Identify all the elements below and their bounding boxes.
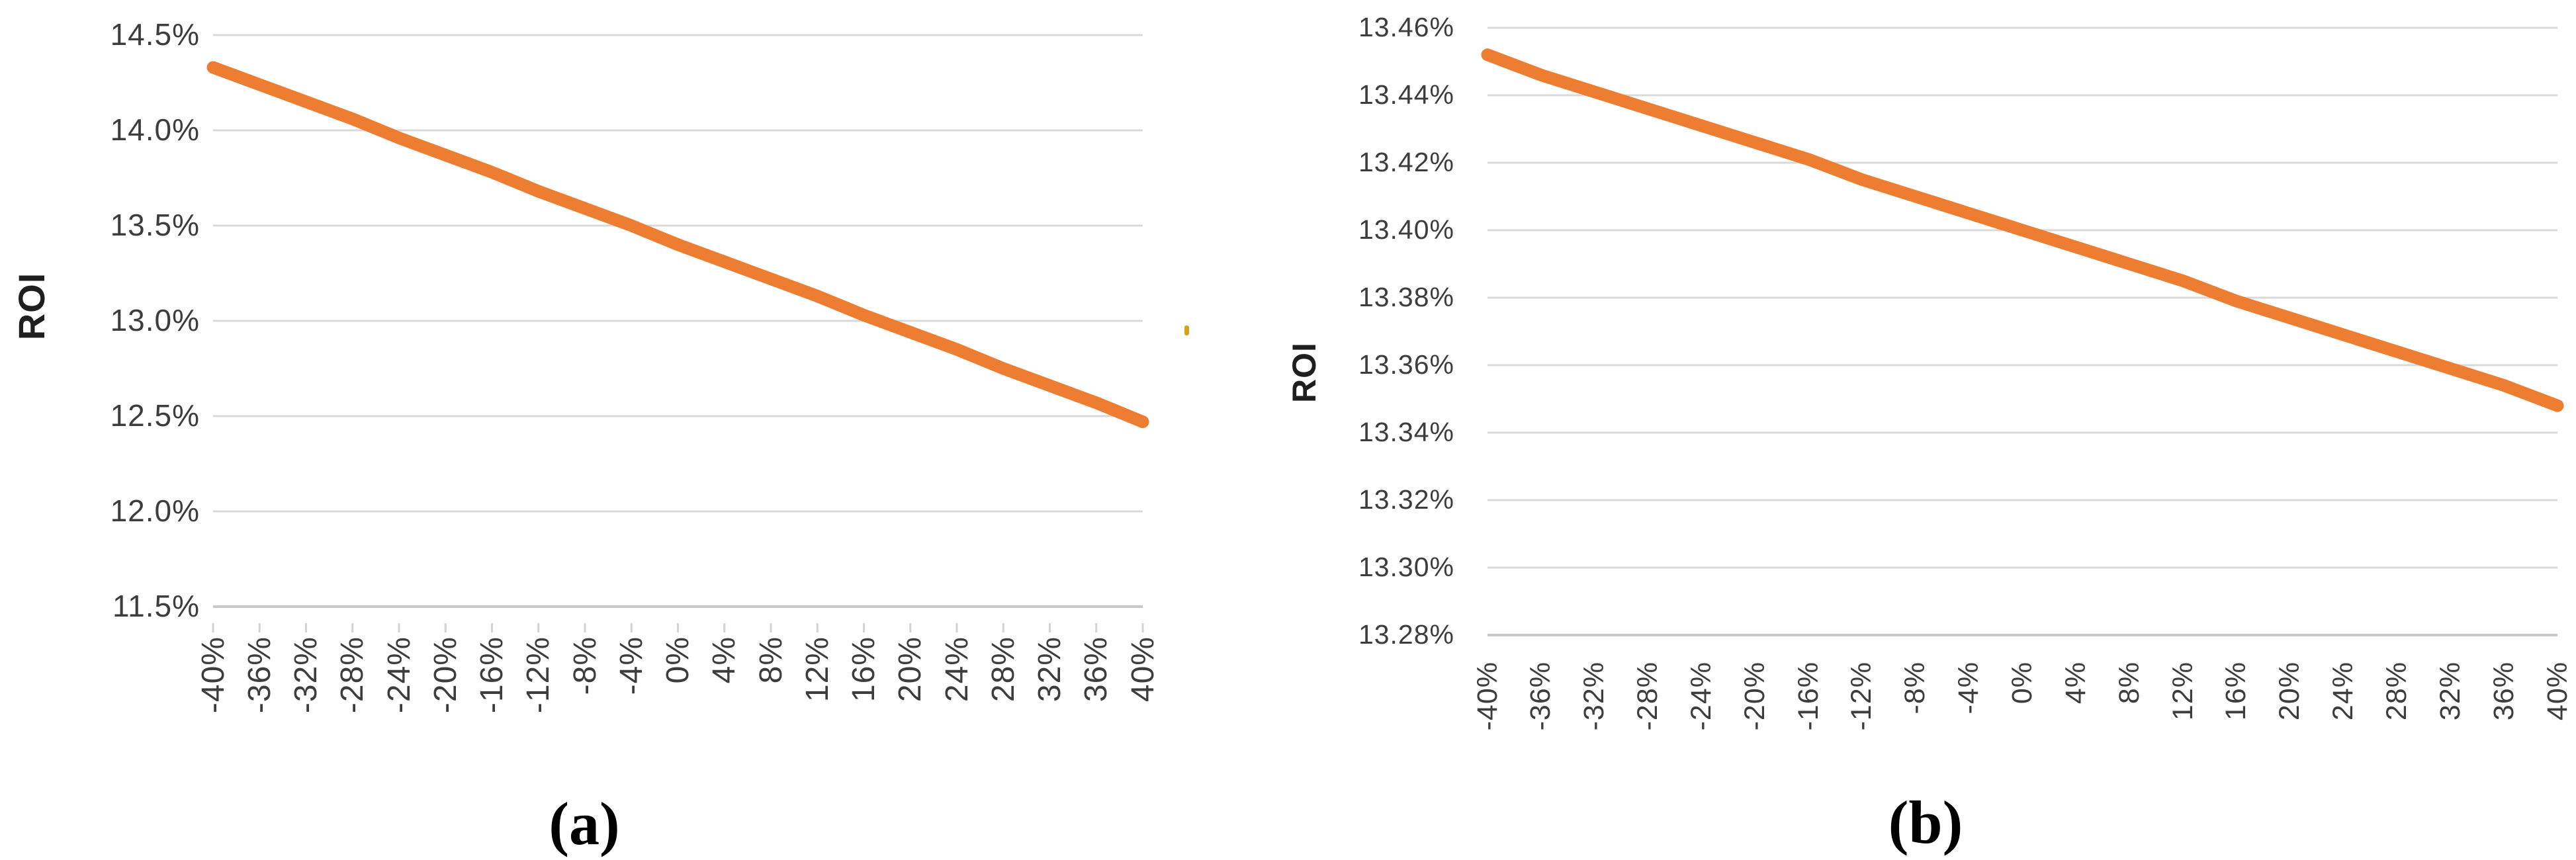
subfigure-caption-a: (a) [549, 790, 620, 857]
x-tick-label: 4% [707, 636, 742, 684]
y-tick-label: 11.5% [112, 589, 200, 623]
x-tick-label: 0% [2006, 662, 2038, 705]
x-tick-label: -40% [196, 636, 231, 714]
x-tick-label: 40% [2542, 662, 2573, 721]
x-tick-label: 32% [2434, 662, 2466, 721]
x-tick-label: -24% [382, 636, 417, 714]
x-tick-label: -16% [1793, 662, 1824, 731]
x-tick-label: 8% [754, 636, 789, 684]
y-tick-label: 13.28% [1358, 619, 1454, 650]
stray-legend-mark [1184, 325, 1189, 335]
x-tick-label: -16% [474, 636, 510, 714]
y-tick-label: 13.42% [1358, 147, 1454, 177]
x-tick-label: 16% [2220, 662, 2252, 721]
x-tick-label: 24% [940, 636, 975, 703]
x-tick-label: -36% [1525, 662, 1556, 731]
x-tick-label: 40% [1126, 636, 1161, 703]
y-tick-label: 12.5% [110, 398, 200, 433]
y-axis-title-chart-b: ROI [1286, 342, 1323, 403]
x-tick-label: -12% [521, 636, 556, 714]
x-tick-label: 0% [660, 636, 695, 684]
x-tick-label: -8% [1899, 662, 1931, 714]
y-tick-label: 13.32% [1358, 484, 1454, 515]
x-tick-label: -32% [1578, 662, 1610, 731]
x-tick-label: 28% [2381, 662, 2413, 721]
y-tick-label: 12.0% [110, 494, 200, 528]
x-tick-label: -8% [568, 636, 603, 695]
x-tick-label: 28% [986, 636, 1021, 703]
x-tick-label: 24% [2327, 662, 2359, 721]
x-tick-label: -12% [1845, 662, 1877, 731]
roi-trend-line [1481, 48, 2564, 412]
y-tick-label: 13.5% [110, 208, 200, 242]
x-tick-label: 12% [2167, 662, 2199, 721]
x-tick-label: 32% [1032, 636, 1067, 703]
x-tick-label: -32% [289, 636, 324, 714]
y-tick-label: 13.40% [1358, 214, 1454, 245]
y-tick-label: 14.0% [110, 112, 200, 147]
y-tick-label: 14.5% [110, 17, 200, 52]
y-tick-label: 13.46% [1358, 12, 1454, 42]
x-tick-label: -20% [428, 636, 463, 714]
x-tick-label: 16% [846, 636, 881, 703]
x-tick-label: -24% [1685, 662, 1717, 731]
x-tick-label: 8% [2113, 662, 2145, 705]
y-tick-label: 13.44% [1358, 79, 1454, 110]
x-tick-label: 20% [2274, 662, 2305, 721]
y-tick-label: 13.30% [1358, 552, 1454, 582]
roi-trend-line [206, 61, 1149, 429]
x-tick-label: -40% [1472, 662, 1503, 731]
y-axis-title-chart-a: ROI [10, 272, 52, 341]
x-tick-label: 36% [1079, 636, 1114, 703]
x-tick-label: -4% [1953, 662, 1984, 714]
x-tick-label: -20% [1739, 662, 1771, 731]
x-tick-label: 36% [2488, 662, 2520, 721]
y-tick-label: 13.34% [1358, 417, 1454, 447]
x-tick-label: 4% [2060, 662, 2092, 705]
x-tick-label: -36% [242, 636, 277, 714]
x-tick-label: -28% [1632, 662, 1664, 731]
x-tick-label: -4% [614, 636, 649, 695]
y-tick-label: 13.0% [110, 303, 200, 337]
subfigure-caption-b: (b) [1888, 789, 1963, 856]
x-tick-label: -28% [335, 636, 370, 714]
x-tick-label: 12% [800, 636, 835, 703]
y-tick-label: 13.36% [1358, 349, 1454, 380]
y-tick-label: 13.38% [1358, 282, 1454, 312]
x-tick-label: 20% [893, 636, 928, 703]
